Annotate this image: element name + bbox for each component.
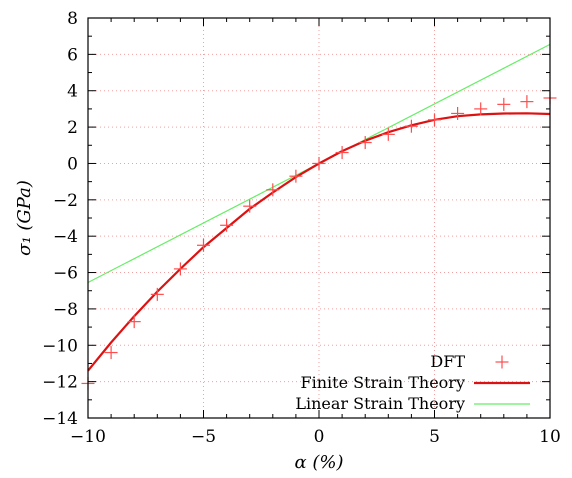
x-tick-label: −10	[70, 427, 106, 447]
x-tick-label: 5	[429, 427, 440, 447]
y-tick-label: 0	[67, 154, 78, 174]
grid	[88, 18, 550, 418]
legend-label: Linear Strain Theory	[295, 394, 465, 413]
data-point-dft	[243, 199, 257, 213]
y-tick-label: 4	[67, 82, 78, 102]
y-tick-label: 6	[67, 45, 78, 65]
data-point-dft	[220, 218, 234, 232]
data-point-dft	[451, 106, 465, 120]
data-point-dft	[404, 119, 418, 133]
y-tick-label: −10	[42, 336, 78, 356]
y-tick-label: −14	[42, 409, 78, 429]
legend: DFT Finite Strain Theory Linear Strain The…	[295, 352, 530, 413]
y-tick-label: 8	[67, 9, 78, 29]
x-tick-label: 10	[539, 427, 561, 447]
data-point-dft	[289, 169, 303, 183]
x-tick-label: −5	[191, 427, 216, 447]
y-axis-label: σ₁ (GPa)	[14, 180, 35, 256]
y-tick-label: −2	[53, 191, 78, 211]
data-point-dft	[474, 102, 488, 116]
x-axis-label: α (%)	[294, 452, 343, 473]
y-tick-label: −12	[42, 373, 78, 393]
y-tick-label: 2	[67, 118, 78, 138]
data-point-dft	[497, 97, 511, 111]
data-point-dft	[104, 346, 118, 360]
axis-ticks	[87, 17, 551, 419]
y-tick-label: −6	[53, 264, 78, 284]
data-point-dft	[173, 262, 187, 276]
x-tick-label: 0	[314, 427, 325, 447]
data-point-dft	[266, 183, 280, 197]
data-point-dft	[197, 238, 210, 252]
data-point-dft	[312, 156, 326, 170]
data-point-dft	[428, 113, 441, 127]
tick-labels: −10 −5 0 5 10 −14 −12 −10 −8 −6 −4 −2 0 2 4 6 8	[42, 9, 561, 447]
legend-label: DFT	[430, 352, 465, 371]
data-point-dft	[150, 287, 164, 301]
data-point-dft	[381, 127, 395, 141]
data-point-dft	[127, 315, 141, 329]
legend-label: Finite Strain Theory	[301, 373, 465, 392]
data-point-dft	[335, 146, 349, 160]
y-tick-label: −8	[53, 300, 78, 320]
data-point-dft	[520, 95, 534, 109]
y-tick-label: −4	[53, 227, 78, 247]
data-point-dft	[358, 136, 372, 150]
